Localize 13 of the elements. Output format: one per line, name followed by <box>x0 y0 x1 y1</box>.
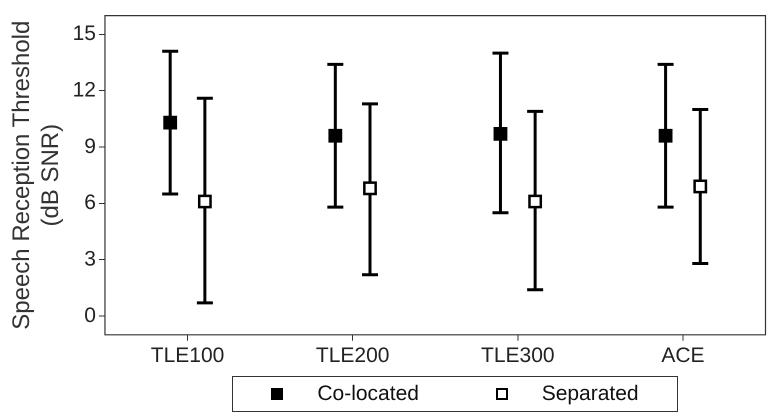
x-tick-label: TLE200 <box>316 344 390 368</box>
x-tick-label: ACE <box>661 344 705 368</box>
legend-label: Co-located <box>317 382 419 406</box>
x-tick-label: TLE300 <box>481 344 555 368</box>
y-tick-label: 3 <box>84 247 96 270</box>
y-tick-label: 9 <box>84 134 96 158</box>
legend-label: Separated <box>542 382 639 406</box>
y-tick-label: 6 <box>84 191 96 214</box>
y-tick-label: 0 <box>84 304 96 327</box>
y-tick-label: 12 <box>72 78 96 102</box>
y-tick-label: 15 <box>72 22 96 46</box>
x-tick-label: TLE100 <box>150 344 224 368</box>
y-axis-title: Speech Reception Threshold (dB SNR) <box>8 20 64 330</box>
